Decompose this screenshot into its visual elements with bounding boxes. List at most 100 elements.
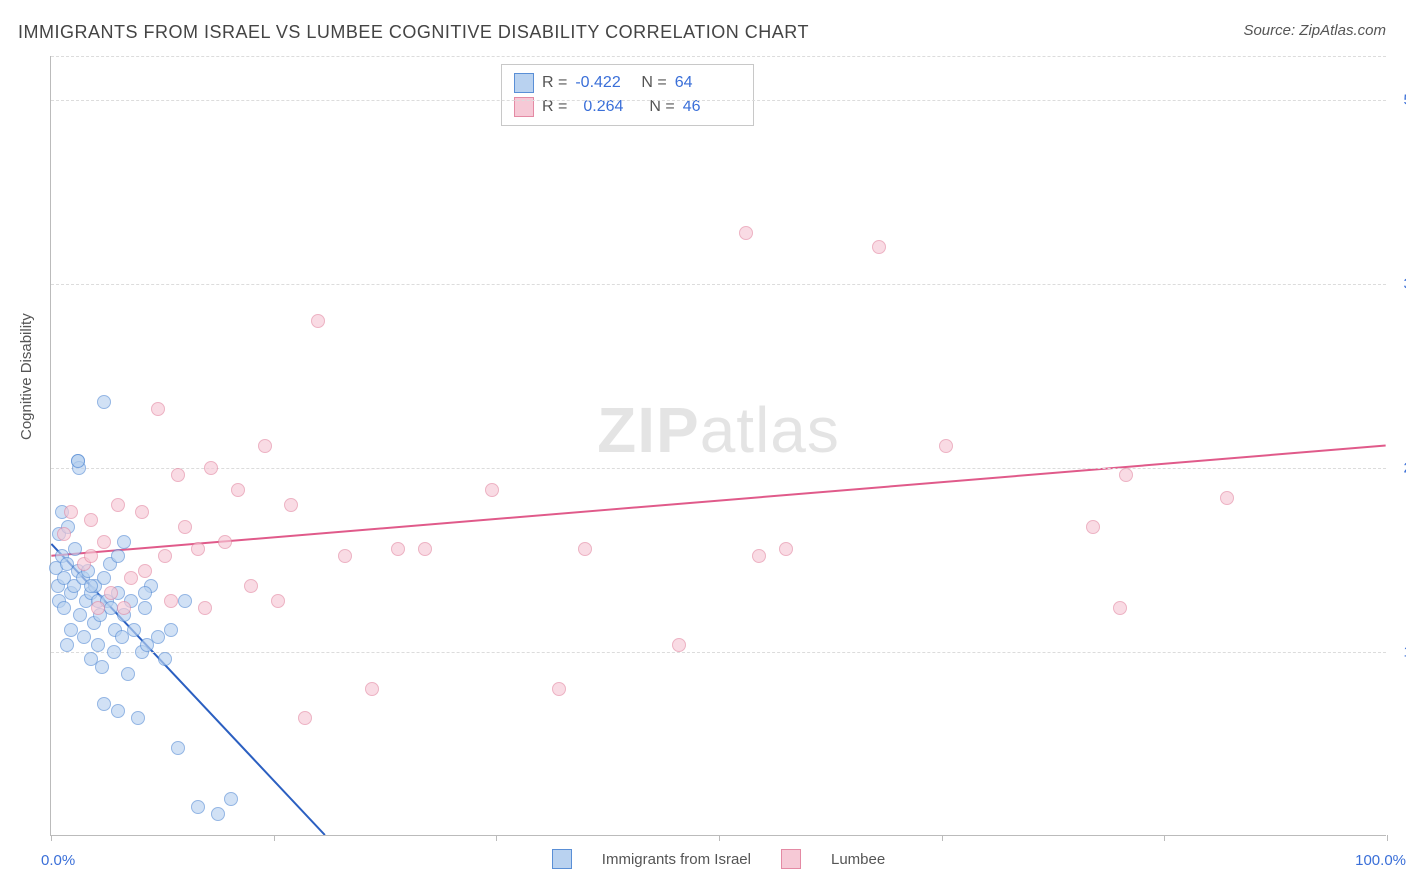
data-point: [939, 439, 953, 453]
data-point: [418, 542, 432, 556]
data-point: [298, 711, 312, 725]
data-point: [84, 549, 98, 563]
data-point: [95, 660, 109, 674]
data-point: [121, 667, 135, 681]
data-point: [104, 586, 118, 600]
data-point: [164, 623, 178, 637]
data-point: [117, 601, 131, 615]
data-point: [271, 594, 285, 608]
data-point: [111, 549, 125, 563]
series-legend: Immigrants from Israel Lumbee: [51, 849, 1386, 869]
data-point: [124, 571, 138, 585]
data-point: [164, 594, 178, 608]
data-point: [68, 542, 82, 556]
y-tick-label: 25.0%: [1391, 460, 1406, 477]
scatter-plot-area: ZIPatlas R = -0.422 N = 64 R = 0.264 N =…: [50, 56, 1386, 836]
gridline: [51, 652, 1386, 653]
data-point: [71, 454, 85, 468]
data-point: [111, 704, 125, 718]
data-point: [104, 601, 118, 615]
y-axis-title: Cognitive Disability: [18, 313, 35, 440]
stats-legend: R = -0.422 N = 64 R = 0.264 N = 46: [501, 64, 754, 126]
y-tick-label: 12.5%: [1391, 644, 1406, 661]
legend-label-b: Lumbee: [831, 851, 885, 868]
data-point: [135, 505, 149, 519]
trend-lines: [51, 56, 1386, 835]
data-point: [1113, 601, 1127, 615]
legend-label-a: Immigrants from Israel: [602, 851, 751, 868]
y-tick-label: 37.5%: [1391, 276, 1406, 293]
chart-title: IMMIGRANTS FROM ISRAEL VS LUMBEE COGNITI…: [18, 22, 809, 43]
data-point: [739, 226, 753, 240]
data-point: [872, 240, 886, 254]
data-point: [84, 579, 98, 593]
data-point: [198, 601, 212, 615]
data-point: [73, 608, 87, 622]
data-point: [64, 505, 78, 519]
x-tick: [1164, 835, 1165, 841]
data-point: [365, 682, 379, 696]
data-point: [127, 623, 141, 637]
data-point: [485, 483, 499, 497]
data-point: [57, 601, 71, 615]
x-axis-max-label: 100.0%: [1355, 852, 1406, 869]
data-point: [171, 741, 185, 755]
gridline: [51, 468, 1386, 469]
data-point: [138, 601, 152, 615]
data-point: [60, 638, 74, 652]
watermark: ZIPatlas: [597, 393, 840, 467]
data-point: [138, 586, 152, 600]
data-point: [218, 535, 232, 549]
data-point: [391, 542, 405, 556]
x-axis-min-label: 0.0%: [41, 852, 75, 869]
data-point: [158, 652, 172, 666]
x-tick: [274, 835, 275, 841]
data-point: [204, 461, 218, 475]
data-point: [91, 601, 105, 615]
data-point: [97, 697, 111, 711]
x-tick: [1387, 835, 1388, 841]
data-point: [107, 645, 121, 659]
data-point: [91, 638, 105, 652]
data-point: [578, 542, 592, 556]
data-point: [191, 800, 205, 814]
gridline: [51, 56, 1386, 57]
trend-line: [51, 446, 1385, 556]
data-point: [1220, 491, 1234, 505]
data-point: [178, 594, 192, 608]
data-point: [284, 498, 298, 512]
data-point: [57, 527, 71, 541]
gridline: [51, 100, 1386, 101]
data-point: [131, 711, 145, 725]
x-tick: [719, 835, 720, 841]
data-point: [244, 579, 258, 593]
legend-swatch-b: [781, 849, 801, 869]
data-point: [158, 549, 172, 563]
data-point: [191, 542, 205, 556]
gridline: [51, 284, 1386, 285]
data-point: [111, 498, 125, 512]
data-point: [97, 395, 111, 409]
data-point: [117, 535, 131, 549]
data-point: [552, 682, 566, 696]
x-tick: [51, 835, 52, 841]
data-point: [178, 520, 192, 534]
data-point: [224, 792, 238, 806]
x-tick: [496, 835, 497, 841]
swatch-series-a: [514, 73, 534, 93]
data-point: [672, 638, 686, 652]
stats-row-series-a: R = -0.422 N = 64: [514, 71, 741, 95]
data-point: [97, 535, 111, 549]
data-point: [779, 542, 793, 556]
data-point: [752, 549, 766, 563]
y-tick-label: 50.0%: [1391, 92, 1406, 109]
stats-row-series-b: R = 0.264 N = 46: [514, 95, 741, 119]
data-point: [1119, 468, 1133, 482]
legend-swatch-a: [552, 849, 572, 869]
data-point: [171, 468, 185, 482]
data-point: [77, 630, 91, 644]
data-point: [138, 564, 152, 578]
data-point: [64, 623, 78, 637]
data-point: [151, 630, 165, 644]
data-point: [84, 513, 98, 527]
